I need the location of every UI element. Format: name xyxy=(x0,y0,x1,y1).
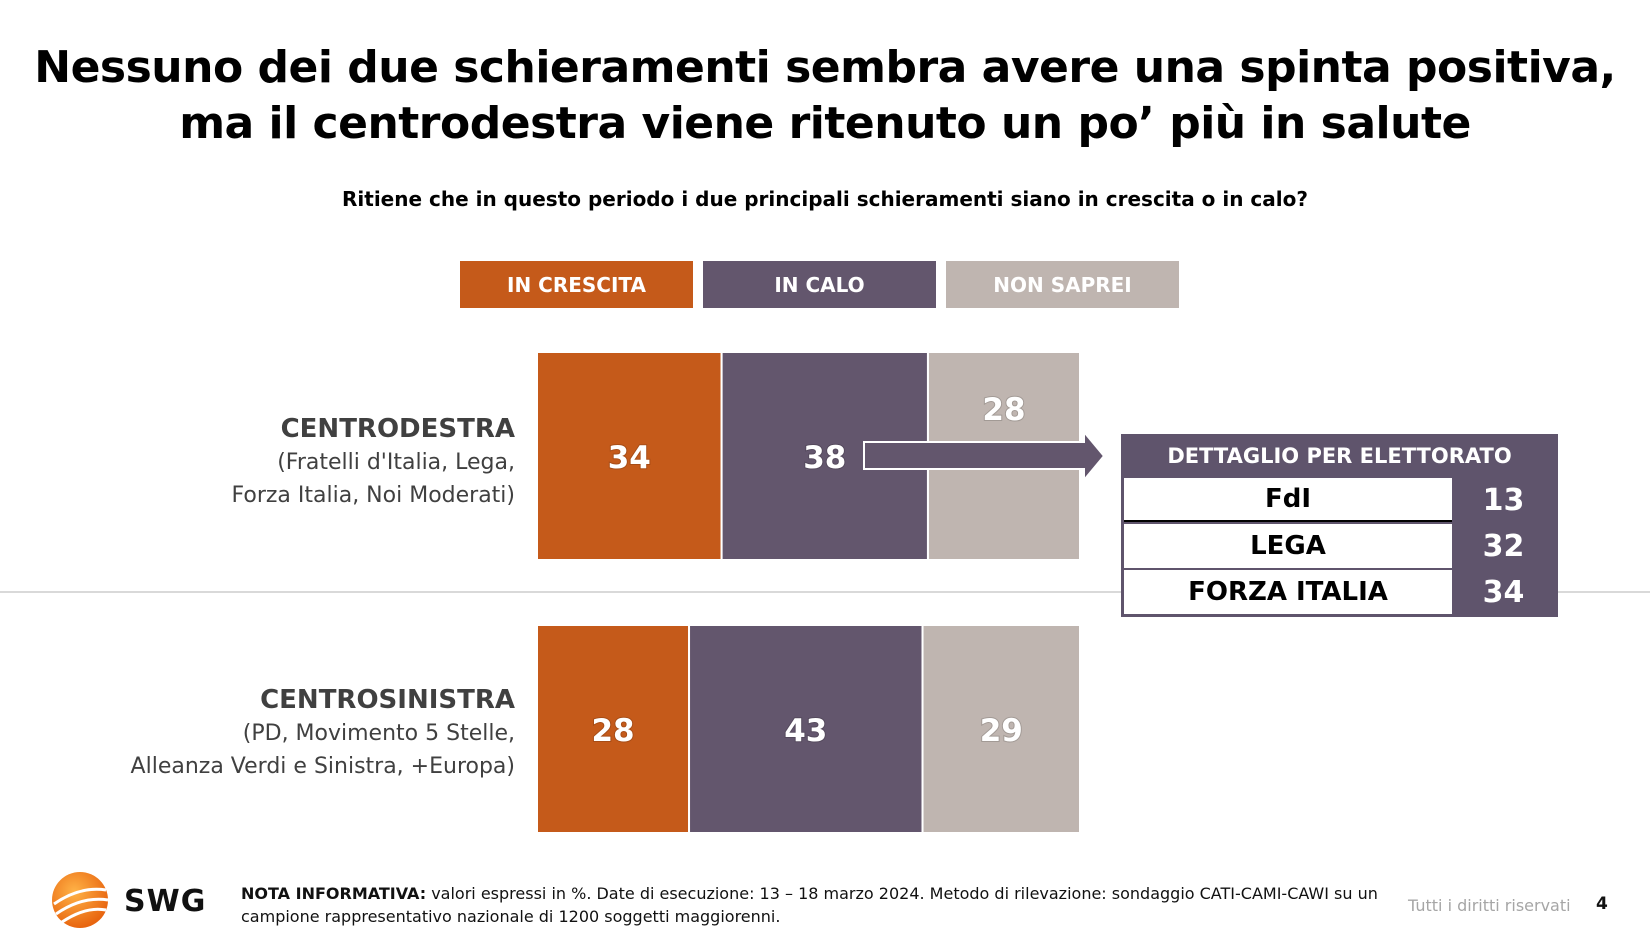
detail-label: FdI xyxy=(1124,478,1452,522)
swg-logo-icon xyxy=(52,872,109,928)
category-sub-2: Alleanza Verdi e Sinistra, +Europa) xyxy=(130,754,515,779)
category-sub-1: (PD, Movimento 5 Stelle, xyxy=(242,721,515,746)
bar-centrosinistra-in-calo xyxy=(688,624,924,834)
title-line-1: Nessuno dei due schieramenti sembra aver… xyxy=(34,42,1616,93)
title-line-2: ma il centrodestra viene ritenuto un po’… xyxy=(179,98,1471,149)
bar-centrodestra-in-crescita xyxy=(536,351,723,561)
category-sub-2: Forza Italia, Noi Moderati) xyxy=(231,483,516,508)
detail-row-fdi: FdI 13 xyxy=(1124,478,1555,522)
data-label: 34 xyxy=(608,440,651,476)
detail-label: LEGA xyxy=(1250,531,1326,561)
arrow-to-detail xyxy=(863,429,1106,483)
legend-in-calo: IN CALO xyxy=(703,261,936,308)
bar-centrosinistra-non-saprei xyxy=(921,624,1082,834)
footnote: NOTA INFORMATIVA: valori espressi in %. … xyxy=(241,882,1391,928)
data-label: 28 xyxy=(591,713,634,749)
detail-title: DETTAGLIO PER ELETTORATO xyxy=(1121,434,1558,478)
legend-non-saprei: NON SAPREI xyxy=(946,261,1179,308)
detail-table: FdI 13 LEGA 32 FORZA ITALIA 34 xyxy=(1121,478,1558,617)
survey-question: Ritiene che in questo periodo i due prin… xyxy=(342,187,1308,211)
footnote-label: NOTA INFORMATIVA: xyxy=(241,884,427,903)
detail-panel: DETTAGLIO PER ELETTORATO FdI 13 LEGA 32 … xyxy=(1121,434,1558,617)
data-label: 43 xyxy=(784,713,827,749)
detail-value: 34 xyxy=(1452,570,1555,614)
page-number: 4 xyxy=(1596,894,1608,914)
category-name: CENTROSINISTRA xyxy=(260,685,515,715)
category-label-centrodestra: CENTRODESTRA (Fratelli d'Italia, Lega, F… xyxy=(232,412,516,512)
rights-text: Tutti i diritti riservati xyxy=(1408,896,1571,915)
bar-centrosinistra-in-crescita xyxy=(536,624,691,834)
detail-value: 32 xyxy=(1452,524,1555,568)
data-label: 29 xyxy=(980,713,1023,749)
detail-label: FORZA ITALIA xyxy=(1188,577,1388,607)
legend-in-crescita: IN CRESCITA xyxy=(460,261,693,308)
logo-text: SWG xyxy=(124,884,207,919)
section-divider xyxy=(0,591,1650,593)
page-title: Nessuno dei due schieramenti sembra aver… xyxy=(0,40,1650,152)
category-label-centrosinistra: CENTROSINISTRA (PD, Movimento 5 Stelle, … xyxy=(131,683,515,783)
detail-value: 13 xyxy=(1452,478,1555,522)
detail-row-lega: LEGA 32 xyxy=(1124,522,1555,568)
category-name: CENTRODESTRA xyxy=(280,414,515,444)
category-sub-1: (Fratelli d'Italia, Lega, xyxy=(277,450,515,475)
footnote-text: valori espressi in %. Date di esecuzione… xyxy=(241,884,1378,926)
data-label: 28 xyxy=(982,392,1025,428)
data-label: 38 xyxy=(803,440,846,476)
detail-row-forza-italia: FORZA ITALIA 34 xyxy=(1124,568,1555,614)
